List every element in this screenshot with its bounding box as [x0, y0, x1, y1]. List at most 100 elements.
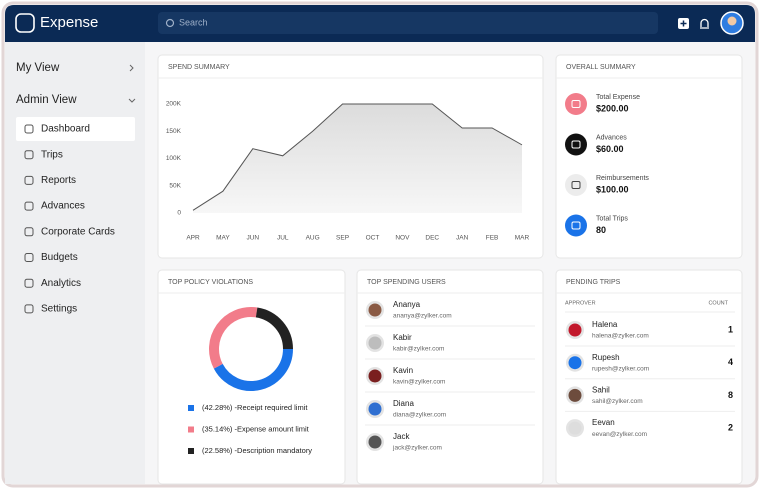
bell-icon[interactable]: [700, 18, 709, 29]
legend-value: (35.14%): [202, 424, 233, 433]
card: [157, 269, 346, 485]
x-tick-label: MAY: [216, 235, 230, 242]
y-tick-label: 200K: [166, 101, 182, 108]
add-icon: [680, 20, 687, 27]
summary-icon: [565, 174, 587, 196]
user-name: Diana: [393, 399, 414, 408]
avatar-photo: [368, 435, 382, 449]
search-placeholder: Search: [179, 17, 208, 27]
admin-view[interactable]: Admin View: [16, 94, 77, 106]
legend-value: (22.58%): [202, 446, 233, 455]
x-tick-label: APR: [186, 235, 200, 242]
approver-name: Sahil: [592, 386, 610, 395]
donut-segment: [255, 307, 293, 350]
legend-swatch: [188, 405, 194, 411]
legend-swatch: [188, 426, 194, 433]
search-box[interactable]: [158, 12, 658, 34]
sidebar: [5, 42, 145, 484]
x-tick-label: MAR: [515, 235, 530, 242]
approver-name: Rupesh: [592, 353, 620, 362]
nav-icon: [24, 278, 34, 288]
card: [555, 54, 743, 259]
nav-item[interactable]: Reports: [41, 175, 76, 186]
search-icon: [165, 18, 175, 28]
nav-item[interactable]: Advances: [41, 201, 85, 212]
x-tick-label: JUN: [246, 235, 259, 242]
nav-item[interactable]: Settings: [41, 304, 77, 315]
summary-value: $200.00: [596, 103, 629, 113]
card-title: OVERALL SUMMARY: [566, 64, 636, 71]
user-name: Ananya: [393, 300, 421, 309]
summary-label: Reimbursements: [596, 175, 649, 182]
x-tick-label: JAN: [456, 235, 469, 242]
active-item: [16, 117, 135, 141]
x-tick-label: FEB: [486, 235, 499, 242]
avatar-photo: [568, 323, 582, 337]
avatar-photo: [368, 336, 382, 350]
x-tick-label: SEP: [336, 235, 349, 242]
card-title: TOP SPENDING USERS: [367, 279, 446, 286]
chevron: [129, 64, 134, 72]
user-email: jack@zylker.com: [392, 445, 442, 452]
line: [192, 103, 523, 211]
avatar-photo: [568, 388, 582, 402]
trip-count: 2: [728, 422, 733, 432]
avatar-photo: [368, 402, 382, 416]
x-tick-label: JUL: [277, 235, 289, 242]
x-tick-label: DEC: [425, 235, 439, 242]
avatar-photo: [568, 421, 582, 435]
avatar-photo: [568, 356, 582, 370]
avatar-face: [727, 16, 737, 26]
area: [193, 104, 522, 213]
user-email: kavin@zylker.com: [393, 379, 445, 386]
summary-glyph: [571, 221, 581, 230]
nav-item[interactable]: Trips: [41, 149, 63, 160]
chevron: [128, 98, 136, 103]
y-tick-label: 50K: [169, 182, 181, 189]
user-email: ananya@zylker.com: [393, 313, 452, 320]
column-header: COUNT: [708, 300, 728, 306]
summary-label: Total Trips: [596, 215, 628, 222]
nav-icon: [24, 150, 34, 160]
y-tick-label: 0: [177, 210, 181, 217]
trip-count: 4: [728, 357, 733, 367]
summary-label: Advances: [596, 134, 627, 141]
nav-icon: [24, 304, 34, 314]
app-name: Expense: [40, 14, 98, 31]
nav-icon: [24, 227, 34, 237]
nav-item[interactable]: Dashboard: [41, 124, 90, 135]
donut-segment: [213, 348, 293, 391]
approver-email: eevan@zylker.com: [592, 431, 647, 438]
card-title: PENDING TRIPS: [566, 279, 621, 286]
user-name: Kabir: [393, 333, 412, 342]
x-tick-label: OCT: [366, 235, 380, 242]
nav-item[interactable]: Budgets: [41, 252, 78, 263]
approver-name: Halena: [592, 320, 618, 329]
summary-value: 80: [596, 225, 606, 235]
legend-label: -Expense amount limit: [235, 424, 310, 433]
legend-entry: (35.14%) -Expense amount limit: [202, 424, 310, 433]
nav-icon: [24, 175, 34, 185]
approver-email: halena@zylker.com: [592, 333, 649, 340]
user-email: diana@zylker.com: [393, 412, 446, 419]
summary-glyph: [571, 100, 581, 108]
user-name: Kavin: [393, 366, 413, 375]
card-title: TOP POLICY VIOLATIONS: [168, 279, 253, 286]
y-tick-label: 100K: [166, 155, 182, 162]
legend-label: -Receipt required limit: [235, 403, 309, 412]
summary-glyph: [571, 181, 581, 189]
my-view[interactable]: My View: [16, 62, 60, 74]
column-header: APPROVER: [565, 300, 596, 306]
card: [356, 269, 544, 485]
user-name: Jack: [393, 432, 410, 441]
logo-icon: [15, 13, 35, 33]
approver-name: Eevan: [592, 418, 615, 427]
avatar-photo: [368, 369, 382, 383]
nav-item[interactable]: Analytics: [41, 278, 81, 289]
approver-email: sahil@zylker.com: [592, 398, 643, 405]
donut-segment: [209, 307, 258, 369]
nav-item[interactable]: Corporate Cards: [41, 226, 115, 237]
x-tick-label: NOV: [395, 235, 410, 242]
